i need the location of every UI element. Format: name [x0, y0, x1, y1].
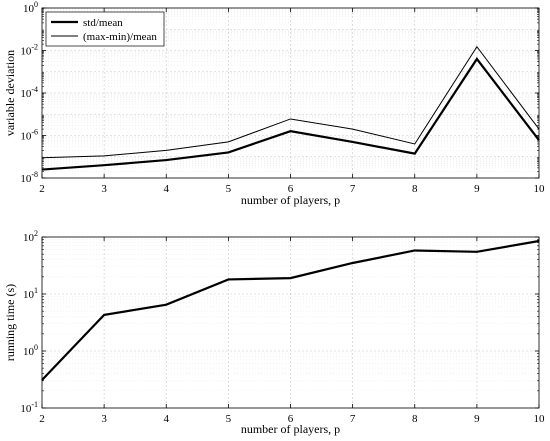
x-tick-label: 8 — [412, 413, 418, 425]
series-line-max-min-mean — [41, 45, 540, 159]
x-tick-label: 2 — [39, 413, 45, 425]
x-tick-label: 9 — [474, 183, 480, 195]
series-line-std-mean — [41, 57, 540, 171]
x-tick-label: 3 — [101, 413, 107, 425]
y-tick-label: 10-1 — [20, 400, 38, 415]
series-line-1 — [41, 239, 540, 381]
x-tick-label: 8 — [412, 183, 418, 195]
y-axis-label: variable deviation — [3, 50, 17, 136]
chart-panel-2: 2 3 4 5 6 7 8 9 10 10-1 100 101 102 number of players… — [3, 229, 545, 436]
chart-panel-1: 2 3 4 5 6 7 8 9 10 10-8 10-6 10-4 10-2 100 number of p… — [3, 0, 545, 207]
y-tick-label: 101 — [23, 286, 38, 301]
x-tick-label: 4 — [164, 183, 170, 195]
x-tick-label: 5 — [226, 413, 232, 425]
y-tick-label: 10-4 — [20, 85, 38, 100]
x-tick-label: 6 — [288, 413, 294, 425]
legend-label: std/mean — [83, 17, 123, 29]
legend-box — [45, 11, 165, 47]
y-tick-label: 10-6 — [20, 128, 38, 143]
x-tick-label: 3 — [101, 183, 107, 195]
x-tick-label: 4 — [164, 413, 170, 425]
y-axis-label: running time (s) — [3, 284, 17, 361]
legend-label: (max-min)/mean — [83, 31, 157, 43]
x-tick-label: 5 — [226, 183, 232, 195]
x-tick-label: 9 — [474, 413, 480, 425]
y-tick-label: 10-8 — [20, 170, 38, 185]
x-tick-label: 10 — [534, 413, 546, 425]
x-axis-label: number of players, p — [241, 193, 340, 207]
x-tick-label: 2 — [39, 183, 45, 195]
x-tick-label: 6 — [288, 183, 294, 195]
y-tick-label: 10-2 — [20, 43, 38, 58]
x-tick-label: 7 — [350, 183, 356, 195]
y-tick-label: 100 — [23, 343, 38, 358]
x-tick-label: 10 — [534, 183, 546, 195]
y-tick-label: 100 — [23, 0, 38, 15]
x-axis-label: number of players, p — [241, 422, 340, 436]
y-tick-label: 102 — [23, 229, 38, 244]
x-tick-label: 7 — [350, 413, 356, 425]
